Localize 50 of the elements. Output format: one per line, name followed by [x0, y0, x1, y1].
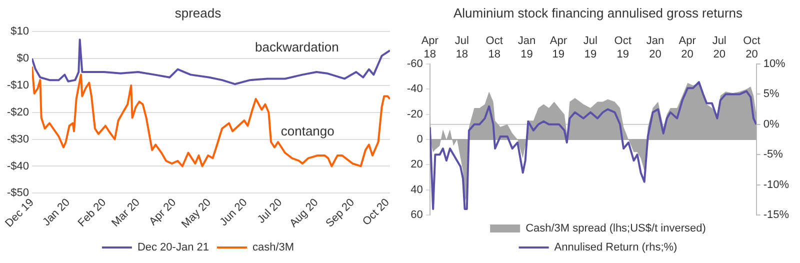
x-tick-label: Jul 20 [712, 35, 726, 60]
x-tick-label: Apr 20 [147, 196, 179, 228]
y-tick-label: 60 [410, 209, 423, 222]
y-tick-label: -$20 [6, 106, 30, 118]
y-tick-label: -60 [406, 58, 423, 70]
y-tick-label: $10 [10, 26, 30, 38]
y-tick-label: -$50 [6, 187, 30, 200]
chart-title: spreads [174, 5, 222, 20]
y2-tick-label: 10% [763, 58, 786, 70]
x-tick-label: Apr 20 [678, 35, 696, 60]
y-tick-label: -$10 [6, 79, 30, 92]
x-tick-label: Jul 20 [255, 196, 285, 226]
y-tick-label: -20 [406, 108, 423, 120]
legend-label: Annulised Return (rhs;%) [554, 242, 678, 254]
y-tick-label: 40 [410, 184, 423, 196]
x-tick-label: Jan 20 [40, 196, 72, 228]
chart-title: Aluminium stock financing annulised gross returns [453, 5, 744, 20]
x-tick-label: Oct 19 [614, 35, 632, 60]
y2-tick-label: 5% [763, 88, 780, 100]
x-tick-label: May 20 [180, 196, 214, 231]
y2-tick-label: -5% [763, 148, 784, 161]
x-tick-label: Jul 18 [454, 35, 469, 60]
y-tick-label: 0 [416, 134, 423, 146]
x-tick-label: Mar 20 [110, 196, 142, 230]
x-tick-label: Oct 20 [360, 196, 392, 228]
annotation: contango [280, 123, 334, 138]
y2-tick-label: -10% [763, 178, 790, 191]
legend-label: Cash/3M spread (lhs;US$/t inversed) [526, 222, 706, 235]
x-tick-label: Apr 19 [550, 35, 568, 60]
y-tick-label: -40 [406, 83, 423, 96]
x-tick-label: Feb 20 [76, 196, 109, 230]
x-tick-label: Oct 20 [743, 35, 760, 60]
y2-tick-label: 0% [763, 118, 780, 130]
x-tick-label: Aug 20 [288, 196, 321, 230]
x-tick-label: Jun 20 [218, 196, 250, 228]
y-tick-label: $0 [16, 52, 30, 65]
legend-label: Dec 20-Jan 21 [137, 242, 209, 254]
x-tick-label: Jul 19 [583, 35, 598, 60]
annotation: backwardation [254, 39, 339, 54]
x-tick-label: Oct 18 [486, 35, 503, 60]
x-tick-label: Jan 19 [518, 35, 536, 60]
y-tick-label: 20 [410, 158, 423, 171]
x-tick-label: Jan 20 [646, 35, 664, 60]
y2-tick-label: -15% [763, 209, 790, 222]
legend-label: cash/3M [252, 242, 294, 254]
x-tick-label: Apr 18 [421, 35, 439, 60]
y-tick-label: -$30 [6, 133, 30, 146]
x-tick-label: Sep 20 [324, 196, 357, 230]
x-tick-label: Dec 19 [3, 196, 36, 230]
y-tick-label: -$40 [6, 160, 30, 172]
